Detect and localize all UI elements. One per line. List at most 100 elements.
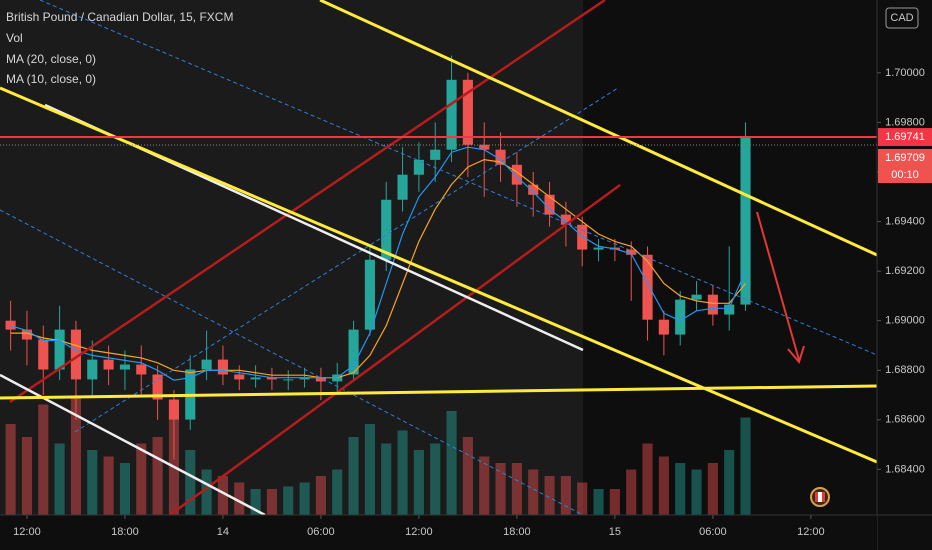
volume-bar xyxy=(250,489,261,515)
candle-body xyxy=(642,254,653,320)
volume-bar xyxy=(495,463,506,515)
x-tick-label: 12:00 xyxy=(13,526,41,538)
ma-line xyxy=(10,146,747,381)
volume-bar xyxy=(626,469,637,515)
candle-body xyxy=(119,364,130,370)
candle-body xyxy=(315,377,326,382)
candle-body xyxy=(724,304,735,315)
volume-bar xyxy=(21,437,33,515)
x-tick-label: 12:00 xyxy=(405,526,433,538)
candle-body xyxy=(201,359,212,370)
y-tick-label: 1.70000 xyxy=(885,67,925,79)
yellow-line xyxy=(0,384,878,400)
candle-body xyxy=(348,329,359,375)
candle-body xyxy=(593,247,604,250)
candle-body xyxy=(397,174,408,200)
volume-bar xyxy=(185,450,196,515)
volume-bar xyxy=(740,417,751,515)
candle-body xyxy=(234,374,245,380)
volume-bar xyxy=(446,411,457,515)
candle-body xyxy=(511,164,522,185)
arrow-head xyxy=(787,345,805,365)
candle-body xyxy=(217,359,228,375)
volume-bar xyxy=(5,424,16,515)
dashed-line xyxy=(74,87,619,433)
candle-body xyxy=(250,377,261,380)
currency: CAD xyxy=(890,12,913,24)
volume-bar xyxy=(103,456,114,515)
candle-body xyxy=(152,374,163,400)
candle-body xyxy=(658,319,669,335)
candle-body xyxy=(54,329,65,370)
volume-bar xyxy=(397,430,408,515)
legend-entry: MA (20, close, 0) xyxy=(6,52,96,66)
candle-body xyxy=(283,379,294,381)
candle-body xyxy=(528,184,539,195)
red-channel-line xyxy=(169,183,621,517)
candle-body xyxy=(675,299,686,335)
x-tick-label: 06:00 xyxy=(307,526,335,538)
time-axis xyxy=(0,515,877,550)
volume-bar xyxy=(609,489,620,515)
volume-bar xyxy=(119,463,130,515)
candle-body xyxy=(5,320,16,330)
x-tick-label: 14 xyxy=(217,526,229,538)
candle-body xyxy=(446,79,457,150)
candle-body xyxy=(479,144,490,150)
candle-body xyxy=(136,364,147,375)
volume-bar xyxy=(54,443,65,515)
arrow xyxy=(756,211,800,361)
price-axis xyxy=(877,0,932,550)
x-tick-label: 06:00 xyxy=(699,526,727,538)
volume-bar xyxy=(511,463,522,515)
volume-bar xyxy=(658,456,669,515)
volume-bar xyxy=(234,482,245,515)
chart-title: British Pound / Canadian Dollar, 15, FXC… xyxy=(6,10,233,24)
candle-body xyxy=(413,159,424,175)
candle-body xyxy=(560,214,571,225)
volume-bar xyxy=(593,489,604,515)
volume-bar xyxy=(479,456,490,515)
candle-body xyxy=(168,399,179,420)
axes: 1.68400 1.68600 1.68800 1.69000 1.69200 1.694… xyxy=(13,67,932,538)
candle-body xyxy=(626,249,637,255)
yellow-line xyxy=(319,0,878,257)
volume-bar xyxy=(430,443,441,515)
volume-bar xyxy=(136,443,147,515)
volume-bar xyxy=(462,437,473,515)
volume-bar xyxy=(266,489,277,515)
price-label-box xyxy=(878,128,932,147)
candle-body xyxy=(544,194,555,215)
y-tick-label: 1.69800 xyxy=(885,116,925,128)
countdown-box xyxy=(878,166,932,183)
volume-bar xyxy=(201,469,212,515)
yellow-line xyxy=(0,86,878,464)
price-label-box xyxy=(878,148,932,167)
y-tick-label: 1.69200 xyxy=(885,265,925,277)
candle-body xyxy=(707,294,718,315)
volume-bar xyxy=(528,469,539,515)
y-tick-label: 1.68400 xyxy=(885,463,925,475)
candle-body xyxy=(103,359,114,370)
volume-bar xyxy=(70,398,82,515)
y-tick-label: 1.69400 xyxy=(885,215,925,227)
legend-entry: Vol xyxy=(6,31,23,45)
volume-bar xyxy=(283,486,294,515)
volume-bar xyxy=(87,450,98,515)
candle-body xyxy=(299,377,310,380)
drawings xyxy=(0,0,878,517)
currency-box xyxy=(885,7,919,29)
volume-bar xyxy=(217,476,228,515)
candle-body xyxy=(87,359,98,380)
volume-bar xyxy=(413,450,424,515)
volume-bar xyxy=(642,443,653,515)
volume-bar xyxy=(348,437,359,515)
y-tick-label: 1.68800 xyxy=(885,364,925,376)
red-channel-line xyxy=(9,0,606,404)
y-tick-label: 1.68600 xyxy=(885,414,925,426)
dashed-line xyxy=(39,0,878,356)
shaded-zone xyxy=(0,0,583,515)
volume-bar xyxy=(381,443,392,515)
x-tick-label: 12:00 xyxy=(797,526,825,538)
